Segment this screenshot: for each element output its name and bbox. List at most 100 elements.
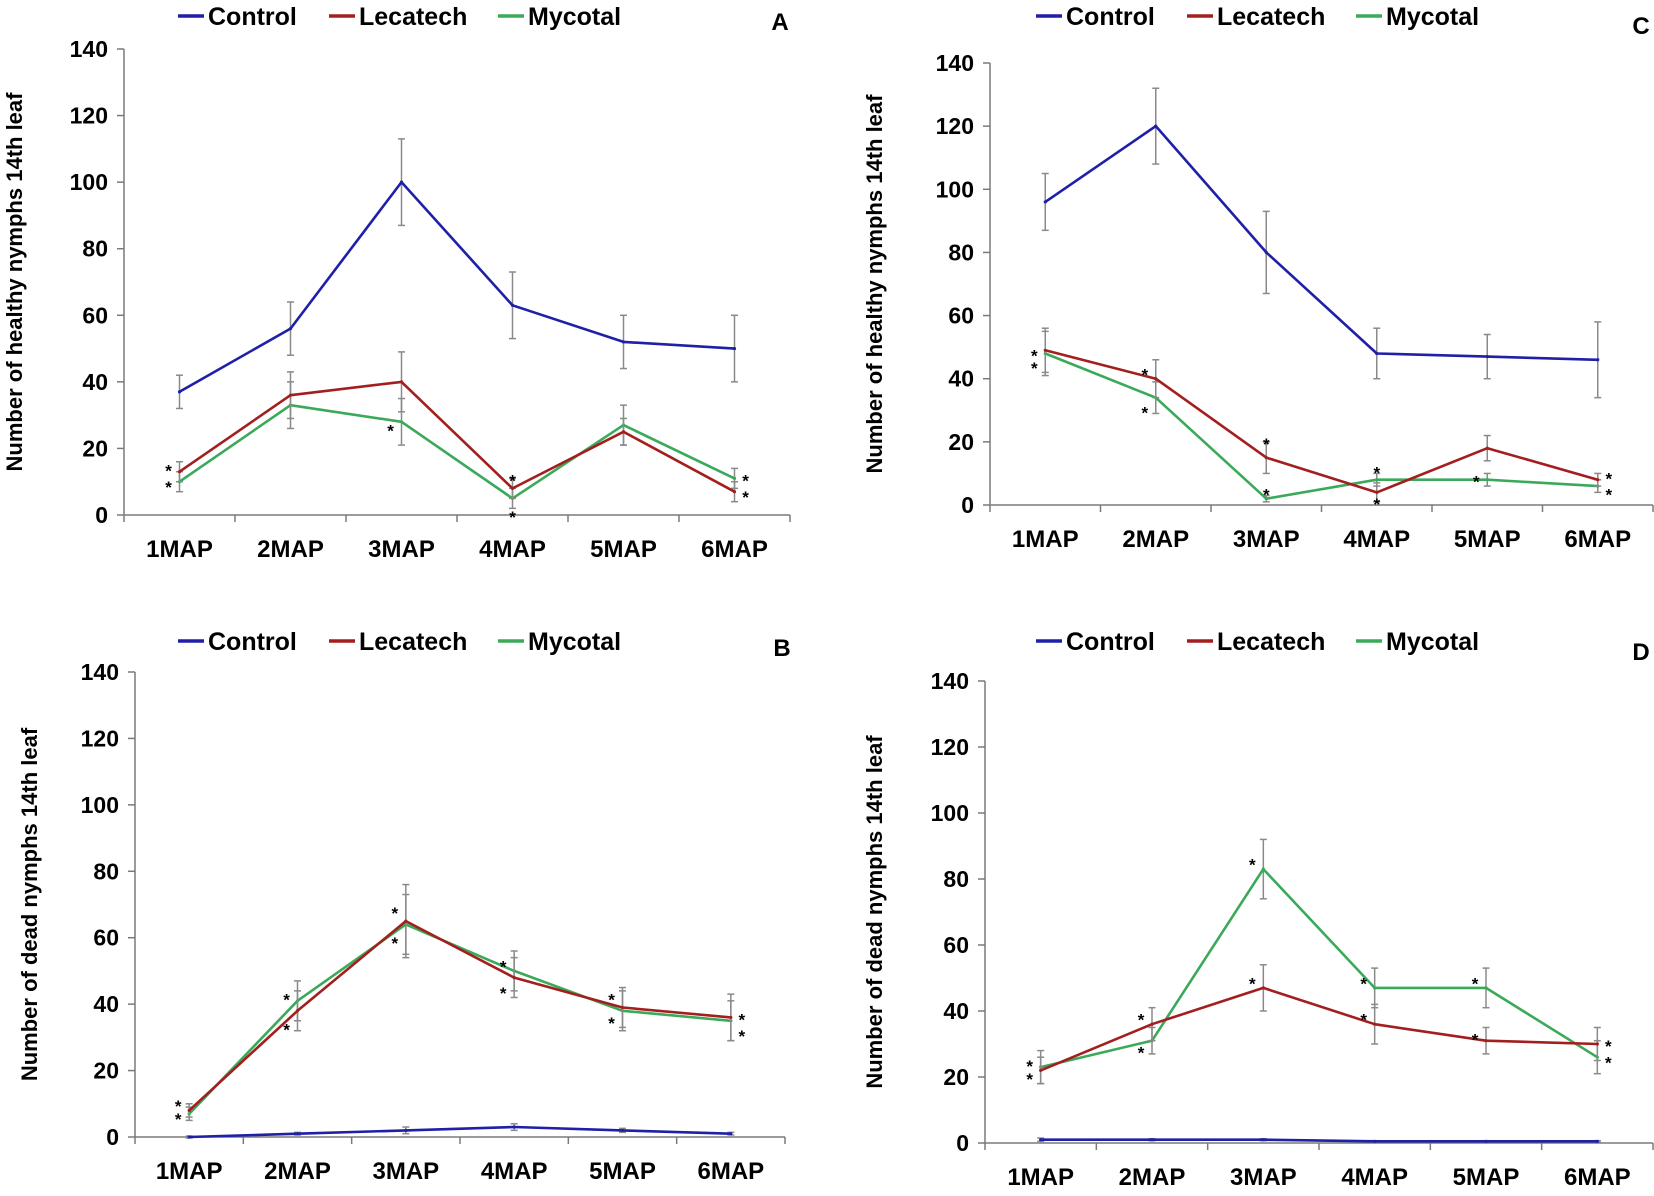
significance-star: * xyxy=(283,991,290,1010)
series-control xyxy=(176,138,738,410)
legend-label: Lecatech xyxy=(359,3,467,31)
data-point xyxy=(399,180,404,184)
y-axis-label: Number of dead nymphs 14th leaf xyxy=(862,735,887,1089)
legend-entry-lecatech: Lecatech xyxy=(329,3,467,31)
data-point xyxy=(1375,478,1379,482)
significance-star: * xyxy=(500,957,507,976)
significance-star: * xyxy=(1249,856,1256,875)
significance-star: * xyxy=(1026,1057,1033,1076)
significance-star: * xyxy=(1138,1044,1145,1063)
series-lecatech xyxy=(176,351,738,503)
legend-label: Mycotal xyxy=(1386,628,1479,656)
y-tick-label: 80 xyxy=(82,236,108,262)
legend-entry-lecatech: Lecatech xyxy=(1187,3,1325,31)
significance-star: * xyxy=(1605,470,1612,489)
significance-star: * xyxy=(1373,463,1380,482)
y-tick-label: 80 xyxy=(93,858,119,884)
y-tick-label: 100 xyxy=(936,176,974,202)
y-tick-label: 100 xyxy=(931,800,969,826)
legend-label: Lecatech xyxy=(1217,628,1325,656)
legend-entry-lecatech: Lecatech xyxy=(329,628,467,656)
series-line-mycotal xyxy=(178,403,736,500)
x-tick-label: 1MAP xyxy=(146,536,213,563)
series-mycotal xyxy=(1037,838,1601,1085)
significance-star: * xyxy=(742,488,749,507)
panel-label: A xyxy=(771,9,788,36)
x-tick-label: 2MAP xyxy=(257,536,324,563)
legend-label: Control xyxy=(208,3,297,31)
y-tick-label: 100 xyxy=(70,169,108,195)
x-tick-label: 1MAP xyxy=(1012,526,1079,553)
data-point xyxy=(512,1125,516,1129)
legend-entry-mycotal: Mycotal xyxy=(1356,628,1479,656)
significance-star: * xyxy=(1360,974,1367,993)
y-axis-label: Number of dead nymphs 14th leaf xyxy=(17,727,42,1081)
data-point xyxy=(1264,456,1268,460)
x-tick-label: 3MAP xyxy=(368,536,435,563)
series-mycotal xyxy=(176,381,738,510)
x-tick-label: 5MAP xyxy=(589,1158,656,1185)
data-point xyxy=(732,476,737,480)
significance-star: * xyxy=(1026,1070,1033,1089)
significance-star: * xyxy=(1031,359,1038,378)
y-tick-label: 140 xyxy=(936,50,974,76)
data-point xyxy=(399,380,404,384)
legend-entry-mycotal: Mycotal xyxy=(1356,3,1479,31)
y-tick-label: 40 xyxy=(82,369,108,395)
data-point xyxy=(621,430,626,434)
legend-label: Control xyxy=(1066,628,1155,656)
significance-star: * xyxy=(1138,1011,1145,1030)
significance-star: * xyxy=(392,904,399,923)
significance-star: * xyxy=(1263,485,1270,504)
legend-label: Mycotal xyxy=(528,628,621,656)
significance-star: * xyxy=(1605,485,1612,504)
data-point xyxy=(620,1005,625,1010)
y-tick-label: 140 xyxy=(70,36,108,62)
y-tick-label: 120 xyxy=(936,113,974,139)
legend-label: Control xyxy=(208,628,297,656)
significance-star: * xyxy=(392,934,399,953)
x-tick-label: 3MAP xyxy=(1233,526,1300,553)
chart-panel-c: 0 20 40 60 80 100 120 140 1MAP 2MAP 3MAP 4MAP 5MAP 6M… xyxy=(862,3,1654,553)
x-tick-label: 3MAP xyxy=(372,1158,439,1185)
data-point xyxy=(1485,446,1489,450)
data-point xyxy=(1150,1138,1154,1142)
y-tick-label: 40 xyxy=(943,998,969,1024)
series-lecatech xyxy=(185,883,735,1118)
significance-star: * xyxy=(283,1020,290,1039)
data-point xyxy=(404,1128,408,1132)
series-control xyxy=(185,1122,735,1139)
y-tick-label: 40 xyxy=(948,366,974,392)
data-point xyxy=(1596,358,1600,362)
series-line-lecatech xyxy=(1044,349,1599,494)
y-tick-label: 140 xyxy=(931,668,969,694)
x-tick-label: 6MAP xyxy=(1564,1164,1631,1191)
x-tick-label: 4MAP xyxy=(479,536,546,563)
data-point xyxy=(1595,1139,1599,1143)
legend-label: Lecatech xyxy=(359,628,467,656)
y-tick-label: 120 xyxy=(70,103,108,129)
data-point xyxy=(399,420,404,424)
x-tick-label: 1MAP xyxy=(156,1158,223,1185)
x-tick-label: 2MAP xyxy=(1119,1164,1186,1191)
data-point xyxy=(177,390,182,394)
series-control xyxy=(1041,87,1602,399)
y-tick-label: 120 xyxy=(931,734,969,760)
significance-star: * xyxy=(1472,974,1479,993)
significance-star: * xyxy=(739,1027,746,1046)
series-mycotal xyxy=(185,893,735,1122)
series-line-mycotal xyxy=(1044,352,1598,501)
data-point xyxy=(288,327,293,331)
x-tick-label: 5MAP xyxy=(590,536,657,563)
y-tick-label: 60 xyxy=(93,925,119,951)
significance-star: * xyxy=(739,1010,746,1029)
y-tick-label: 140 xyxy=(81,659,119,685)
data-point xyxy=(1485,355,1489,359)
data-point xyxy=(510,486,515,490)
significance-star: * xyxy=(500,984,507,1003)
series-line-mycotal xyxy=(188,923,731,1115)
significance-star: * xyxy=(1473,473,1480,492)
y-tick-label: 20 xyxy=(93,1058,119,1084)
x-tick-label: 5MAP xyxy=(1454,526,1521,553)
